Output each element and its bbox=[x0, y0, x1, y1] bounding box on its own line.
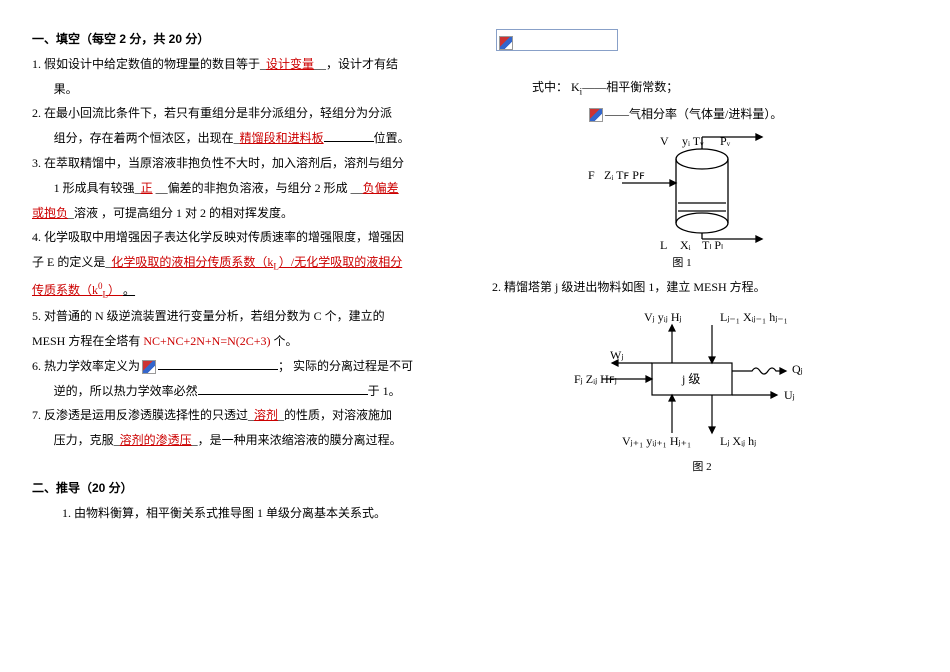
q4-line1: 4. 化学吸取中用增强因子表达化学反映对传质速率的增强限度，增强因 bbox=[32, 226, 452, 249]
svg-text:Vⱼ yᵢⱼ Hⱼ: Vⱼ yᵢⱼ Hⱼ bbox=[644, 310, 682, 324]
figure-2: j 级 Vⱼ yᵢⱼ Hⱼ Lⱼ₋₁ Xᵢⱼ₋₁ hⱼ₋₁ Wⱼ Fⱼ Zᵢⱼ … bbox=[552, 305, 912, 478]
svg-text:Wⱼ: Wⱼ bbox=[610, 348, 623, 362]
broken-image-icon bbox=[142, 360, 156, 374]
q6-l2a: 逆的，所以热力学效率必然 bbox=[54, 384, 198, 398]
fig2-caption: 图 2 bbox=[552, 457, 852, 478]
q7-line2: 压力，克服_溶剂的渗透压_，是一种用来浓缩溶液的膜分离过程。 bbox=[32, 429, 452, 452]
left-column: 一、填空（每空 2 分，共 20 分） 1. 假如设计中给定数值的物理量的数目等… bbox=[32, 28, 452, 526]
fig1-caption: 图 1 bbox=[552, 253, 812, 274]
q3-a1: 正 bbox=[141, 181, 153, 195]
q4-a-text: 化学吸取的液相分传质系数（k bbox=[111, 255, 273, 269]
q3-line2: 1 形成具有较强_正 __偏差的非抱负溶液，与组分 2 形成 __负偏差 bbox=[32, 177, 452, 200]
svg-text:j 级: j 级 bbox=[681, 372, 700, 386]
svg-text:Vⱼ₊₁ yᵢⱼ₊₁ Hⱼ₊₁: Vⱼ₊₁ yᵢⱼ₊₁ Hⱼ₊₁ bbox=[622, 434, 691, 448]
q7-a2: 溶剂的渗透压 bbox=[120, 433, 192, 447]
broken-image-icon-2 bbox=[499, 36, 513, 50]
q2-l2a: 组分，存在着两个恒浓区，出现在_ bbox=[54, 131, 240, 145]
svg-text:Xᵢ: Xᵢ bbox=[680, 238, 691, 251]
svg-text:Tₗ Pₗ: Tₗ Pₗ bbox=[702, 238, 723, 251]
q3-line1: 3. 在萃取精馏中，当原溶液非抱负性不大时，加入溶剂后，溶剂与组分 bbox=[32, 152, 452, 175]
q1-suffix: __，设计才有结 bbox=[314, 57, 398, 71]
eq2-text: ——气相分率（气体量/进料量）。 bbox=[605, 107, 782, 121]
section-b-title: 二、推导（20 分） bbox=[32, 477, 452, 500]
q6-l2b: 于 1。 bbox=[368, 384, 401, 398]
img-placeholder-box bbox=[492, 28, 912, 51]
q4-a-mid: ）/无化学吸取的液相分 bbox=[279, 255, 402, 269]
q2-l2b: 位置。 bbox=[374, 131, 410, 145]
q2-blank bbox=[324, 129, 374, 142]
q4-l3c: 。 bbox=[123, 283, 135, 297]
q4-l3-wrap: 传质系数（k0L） bbox=[32, 283, 123, 297]
svg-text:Uⱼ: Uⱼ bbox=[784, 388, 795, 402]
q5-line2: MESH 方程在全塔有 NC+NC+2N+N=N(2C+3) 个。 bbox=[32, 330, 452, 353]
q2-line2: 组分，存在着两个恒浓区，出现在_精馏段和进料板 位置。 bbox=[32, 127, 452, 150]
q6-l1b: ； 实际的分离过程是不可 bbox=[278, 359, 413, 373]
right-q2: 2. 精馏塔第 j 级进出物料如图 1，建立 MESH 方程。 bbox=[492, 276, 912, 299]
q6-line1: 6. 热力学效率定义为 ； 实际的分离过程是不可 bbox=[32, 355, 452, 378]
q1-line2: 果。 bbox=[32, 78, 452, 101]
q7-l2b: _，是一种用来浓缩溶液的膜分离过程。 bbox=[192, 433, 402, 447]
q6-l1a: 6. 热力学效率定义为 bbox=[32, 359, 140, 373]
q3-a2: 负偏差 bbox=[363, 181, 399, 195]
svg-text:Pᵥ: Pᵥ bbox=[720, 134, 731, 148]
section-a-title: 一、填空（每空 2 分，共 20 分） bbox=[32, 28, 452, 51]
q4-a-part1: 化学吸取的液相分传质系数（kL）/无化学吸取的液相分 bbox=[111, 255, 402, 269]
q7-line1: 7. 反渗透是运用反渗透膜选择性的只透过_溶剂_的性质，对溶液施加 bbox=[32, 404, 452, 427]
q7-a1: 溶剂 bbox=[254, 408, 278, 422]
svg-text:yᵢ Tᵥ: yᵢ Tᵥ bbox=[682, 134, 704, 148]
q3-l2b: __偏差的非抱负溶液，与组分 2 形成 __ bbox=[153, 181, 363, 195]
svg-text:Lⱼ Xᵢⱼ hⱼ: Lⱼ Xᵢⱼ hⱼ bbox=[720, 434, 756, 448]
q1-ans: 设计变量 bbox=[266, 57, 314, 71]
q5-line1: 5. 对普通的 N 级逆流装置进行变量分析，若组分数为 C 个，建立的 bbox=[32, 305, 452, 328]
q2-line1: 2. 在最小回流比条件下，若只有重组分是非分派组分，轻组分为分派 bbox=[32, 102, 452, 125]
q2-ans: 精馏段和进料板 bbox=[240, 131, 324, 145]
q1-line1: 1. 假如设计中给定数值的物理量的数目等于_设计变量__，设计才有结 bbox=[32, 53, 452, 76]
svg-text:Fⱼ Zᵢⱼ Hꜰⱼ: Fⱼ Zᵢⱼ Hꜰⱼ bbox=[574, 372, 617, 386]
q1-prefix: 1. 假如设计中给定数值的物理量的数目等于_ bbox=[32, 57, 266, 71]
b1: 1. 由物料衡算，相平衡关系式推导图 1 单级分离基本关系式。 bbox=[32, 502, 452, 525]
q7-l2a: 压力，克服_ bbox=[54, 433, 120, 447]
eq1: 式中： Ki——相平衡常数； bbox=[492, 76, 912, 100]
broken-image-icon-3 bbox=[589, 108, 603, 122]
q5-l2a: MESH 方程在全塔有 bbox=[32, 334, 143, 348]
q3-line3: 或抱负_溶液 ，可提高组分 1 对 2 的相对挥发度。 bbox=[32, 202, 452, 225]
q4-line3: 传质系数（k0L） 。 bbox=[32, 278, 452, 303]
svg-text:V: V bbox=[660, 134, 669, 148]
svg-text:L: L bbox=[660, 238, 667, 251]
q4-line2: 子 E 的定义是_化学吸取的液相分传质系数（kL）/无化学吸取的液相分 bbox=[32, 251, 452, 275]
svg-text:Zᵢ Tꜰ Pꜰ: Zᵢ Tꜰ Pꜰ bbox=[604, 168, 645, 182]
q7-l1a: 7. 反渗透是运用反渗透膜选择性的只透过_ bbox=[32, 408, 254, 422]
q3-l3a: 或抱负 bbox=[32, 206, 68, 220]
q4-l3b: ） bbox=[108, 283, 123, 297]
q4-l3a: 传质系数（k bbox=[32, 283, 98, 297]
right-column: 式中： Ki——相平衡常数； ——气相分率（气体量/进料量）。 bbox=[492, 28, 912, 526]
svg-text:Qⱼ: Qⱼ bbox=[792, 362, 803, 376]
q6-blank1 bbox=[158, 357, 278, 370]
q6-blank2 bbox=[198, 382, 368, 395]
figure-1: Vyᵢ Tᵥ Pᵥ F Zᵢ Tꜰ Pꜰ L Xᵢ Tₗ Pₗ 图 1 bbox=[552, 131, 912, 274]
q4-l2a: 子 E 的定义是_ bbox=[32, 255, 111, 269]
svg-text:F: F bbox=[588, 168, 595, 182]
svg-text:Lⱼ₋₁ Xᵢⱼ₋₁ hⱼ₋₁: Lⱼ₋₁ Xᵢⱼ₋₁ hⱼ₋₁ bbox=[720, 310, 788, 324]
q3-l3b: _溶液 ，可提高组分 1 对 2 的相对挥发度。 bbox=[68, 206, 293, 220]
eq1b: ——相平衡常数； bbox=[582, 80, 678, 94]
q7-l1b: _的性质，对溶液施加 bbox=[278, 408, 392, 422]
eq2: ——气相分率（气体量/进料量）。 bbox=[492, 103, 912, 126]
eq1a: 式中： K bbox=[532, 80, 580, 94]
q5-l2b: 个。 bbox=[274, 334, 298, 348]
q6-line2: 逆的，所以热力学效率必然 于 1。 bbox=[32, 380, 452, 403]
q3-l2a: 1 形成具有较强_ bbox=[54, 181, 141, 195]
q5-a: NC+NC+2N+N=N(2C+3) bbox=[143, 334, 273, 348]
